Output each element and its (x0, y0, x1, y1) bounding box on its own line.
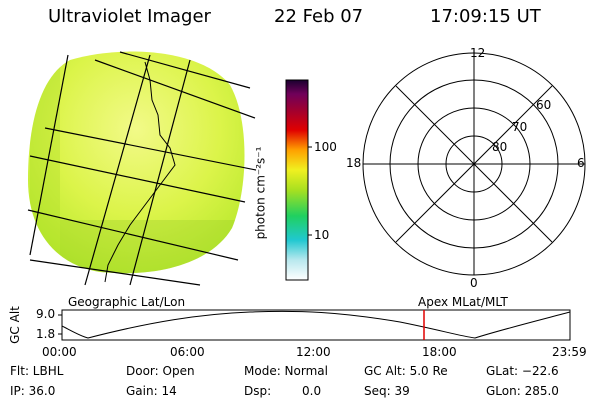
color-bar (285, 79, 312, 281)
gc-alt-status: GC Alt: 5.0 Re (364, 364, 448, 378)
orbit-altitude-curve (61, 310, 571, 339)
glon-status: GLon: 285.0 (486, 384, 559, 398)
dsp-label: Dsp: (244, 384, 272, 398)
polar-lat-60: 60 (536, 98, 552, 112)
seq-status: Seq: 39 (364, 384, 410, 398)
colorbar-tick-100: 100 (314, 140, 337, 154)
polar-hour-0: 0 (470, 276, 478, 290)
orbit-x-tick: 06:00 (170, 345, 205, 359)
door-status: Door: Open (126, 364, 195, 378)
time-label: 17:09:15 UT (430, 6, 541, 27)
orbit-x-tick: 12:00 (296, 345, 331, 359)
polar-lat-70: 70 (512, 120, 528, 134)
orbit-ylabel: GC Alt (7, 306, 22, 344)
apex-label: Apex MLat/MLT (418, 295, 508, 309)
orbit-y-bottom: 1.8 (36, 327, 56, 341)
geo-grid (27, 51, 257, 286)
ip-status: IP: 36.0 (10, 384, 56, 398)
polar-hour-18: 18 (346, 156, 362, 170)
polar-hour-12: 12 (470, 46, 486, 60)
geographic-label: Geographic Lat/Lon (68, 295, 186, 309)
orbit-x-tick: 23:59 (552, 345, 587, 359)
mode-status: Mode: Normal (244, 364, 328, 378)
date-label: 22 Feb 07 (274, 6, 364, 27)
gain-status: Gain: 14 (126, 384, 177, 398)
coastline (104, 61, 176, 283)
glat-status: GLat: −22.6 (486, 364, 559, 378)
orbit-x-tick: 18:00 (422, 345, 457, 359)
orbit-y-top: 9.0 (36, 307, 56, 321)
polar-plot (362, 52, 586, 276)
colorbar-unit-label: photon cm⁻²s⁻¹ (253, 146, 268, 240)
dsp-value: 0.0 (302, 384, 322, 398)
polar-hour-6: 6 (577, 156, 585, 170)
polar-lat-80: 80 (492, 140, 508, 154)
orbit-panel (58, 309, 571, 341)
uv-image (27, 51, 257, 286)
window-title: Ultraviolet Imager (48, 6, 211, 27)
colorbar-tick-10: 10 (314, 228, 330, 242)
flt-status: Flt: LBHL (10, 364, 64, 378)
orbit-x-tick: 00:00 (42, 345, 77, 359)
